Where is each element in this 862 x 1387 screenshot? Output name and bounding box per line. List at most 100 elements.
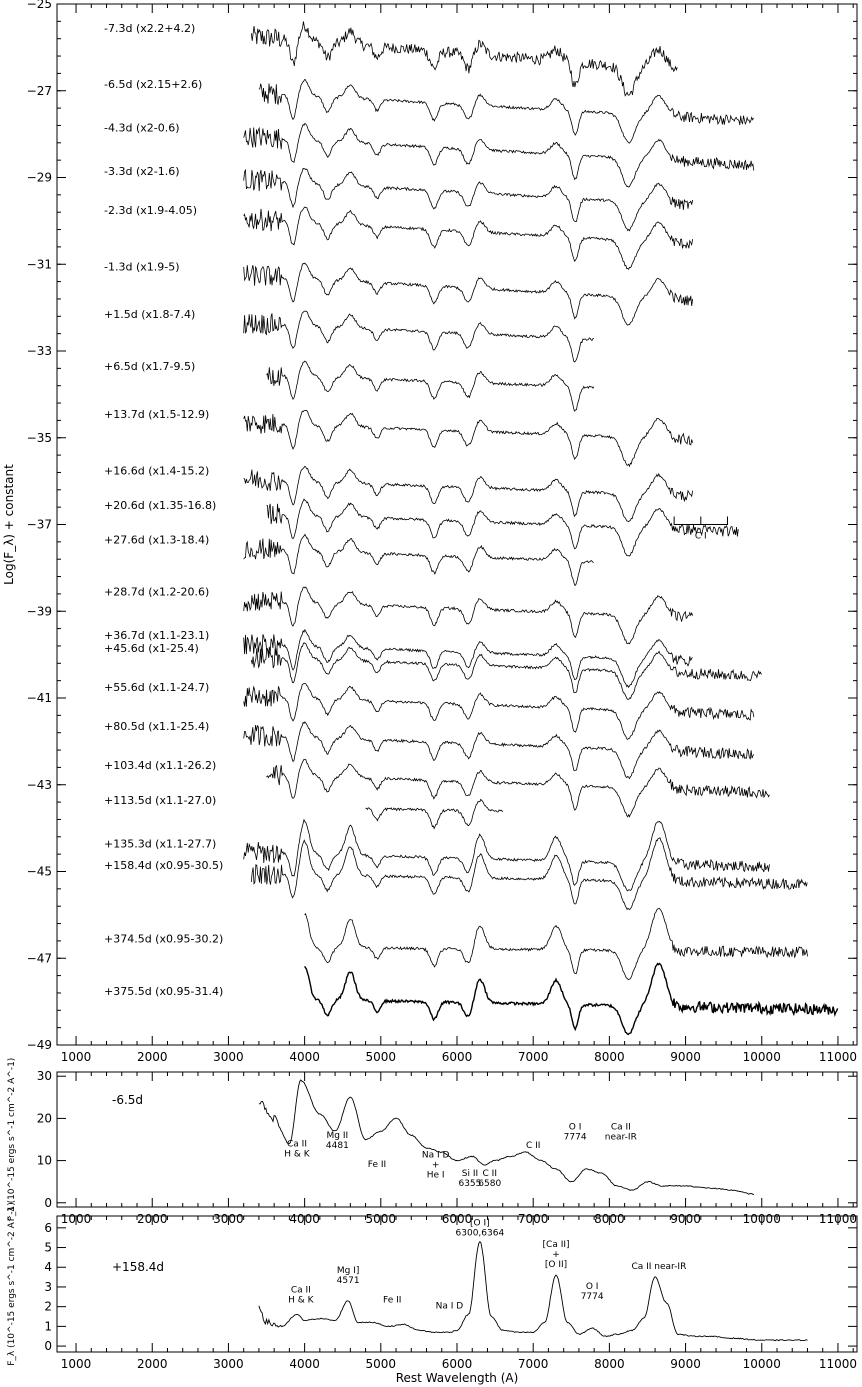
spectrum-label: +80.5d (x1.1-25.4) bbox=[104, 720, 209, 733]
spectrum-line bbox=[258, 79, 754, 144]
line-id-label: H & K bbox=[284, 1149, 311, 1159]
line-id-label: + bbox=[552, 1250, 560, 1260]
spectrum-label: +374.5d (x0.95-30.2) bbox=[104, 933, 223, 946]
line-id-label: + bbox=[432, 1160, 440, 1170]
spectrum-label: -3.3d (x2-1.6) bbox=[104, 165, 180, 178]
line-id-label: C II bbox=[483, 1169, 497, 1179]
y-tick-label: 3 bbox=[44, 1280, 52, 1294]
spectrum-label: +45.6d (x1-25.4) bbox=[104, 642, 199, 655]
spectrum-label: +13.7d (x1.5-12.9) bbox=[104, 408, 209, 421]
y-tick-label: 4 bbox=[44, 1260, 52, 1274]
line-id-label: [Ca II] bbox=[543, 1240, 570, 1250]
spectrum-line bbox=[243, 682, 755, 741]
x-tick-label: 4000 bbox=[289, 1357, 320, 1371]
spectrum-label: -4.3d (x2-0.6) bbox=[104, 122, 180, 135]
panel-1: 1000 2000 3000 4000 5000 6000 7000 8000 9000 1000… bbox=[2, 0, 858, 1064]
x-tick-label: 1000 bbox=[61, 1357, 92, 1371]
spectrum-line bbox=[243, 818, 770, 892]
c-i-label: C I bbox=[695, 532, 707, 542]
spectrum-line bbox=[250, 837, 808, 911]
x-tick-label: 9000 bbox=[670, 1050, 701, 1064]
plot-frame bbox=[56, 1071, 858, 1208]
spectrum-line bbox=[243, 533, 594, 586]
line-id-label: O I bbox=[569, 1123, 582, 1133]
line-id-label: Mg II bbox=[327, 1131, 349, 1141]
spectrum-label: +103.4d (x1.1-26.2) bbox=[104, 759, 216, 772]
x-tick-label: 11000 bbox=[819, 1050, 857, 1064]
spectrum-line bbox=[243, 122, 755, 188]
spectrum-label: +36.7d (x1.1-23.1) bbox=[104, 629, 209, 642]
line-id-label: O I bbox=[586, 1282, 599, 1292]
spectrum-label: +16.6d (x1.4-15.2) bbox=[104, 464, 209, 477]
y-tick-label: −37 bbox=[27, 518, 52, 532]
line-id-label: near-IR bbox=[605, 1133, 637, 1143]
spectrum-line bbox=[243, 586, 693, 645]
y-tick-label: 2 bbox=[44, 1300, 52, 1314]
x-tick-label: 7000 bbox=[518, 1357, 549, 1371]
y-tick-label: −29 bbox=[27, 171, 52, 185]
x-tick-label: 11000 bbox=[819, 1357, 857, 1371]
panel-2: 1000 2000 3000 4000 5000 6000 7000 8000 9000 1000… bbox=[7, 1058, 858, 1226]
spectrum-label: +375.5d (x0.95-31.4) bbox=[104, 985, 223, 998]
line-id-label: C II bbox=[526, 1141, 540, 1151]
line-id-label: 4571 bbox=[337, 1276, 360, 1286]
line-id-label: 4481 bbox=[326, 1141, 349, 1151]
line-id-label: Fe II bbox=[383, 1296, 401, 1306]
x-tick-label: 8000 bbox=[594, 1050, 625, 1064]
y-axis-label: F_λ (10^-15 ergs s^-1 cm^-2 A^-1) bbox=[7, 1202, 17, 1366]
line-id-label: Ca II bbox=[611, 1123, 631, 1133]
line-id-label: Na I D bbox=[422, 1150, 450, 1160]
spectrum-line bbox=[266, 758, 770, 818]
y-tick-label: 5 bbox=[44, 1241, 52, 1255]
line-id-label: 6580 bbox=[478, 1179, 501, 1189]
x-tick-label: 2000 bbox=[137, 1050, 168, 1064]
spectrum-line bbox=[365, 798, 504, 830]
line-id-label: [O II] bbox=[545, 1260, 567, 1270]
spectrum-label: -7.3d (x2.2+4.2) bbox=[104, 22, 195, 35]
x-tick-label: 6000 bbox=[442, 1050, 473, 1064]
x-axis-label: Rest Wavelength (A) bbox=[396, 1371, 519, 1385]
spectrum-label: +6.5d (x1.7-9.5) bbox=[104, 360, 195, 373]
y-tick-label: −47 bbox=[27, 951, 52, 965]
y-tick-label: 1 bbox=[44, 1319, 52, 1333]
spectrum-line bbox=[243, 262, 693, 326]
panel-label: -6.5d bbox=[112, 1093, 143, 1107]
y-tick-label: 0 bbox=[44, 1339, 52, 1353]
plot-frame bbox=[56, 3, 858, 1046]
spectrum-line bbox=[243, 310, 594, 363]
spectrum-label: +135.3d (x1.1-27.7) bbox=[104, 837, 216, 850]
x-tick-label: 4000 bbox=[289, 1050, 320, 1064]
y-tick-label: −31 bbox=[27, 257, 52, 271]
spectrum-label: +158.4d (x0.95-30.5) bbox=[104, 859, 223, 872]
y-tick-label: 20 bbox=[37, 1111, 52, 1125]
x-tick-label: 5000 bbox=[366, 1357, 397, 1371]
spectrum-label: +28.7d (x1.2-20.6) bbox=[104, 586, 209, 599]
y-axis-label: Log(F_λ) + constant bbox=[2, 464, 16, 585]
spectrum-line bbox=[243, 167, 693, 232]
x-tick-label: 3000 bbox=[213, 1050, 244, 1064]
line-id-label: 7774 bbox=[564, 1133, 587, 1143]
spectrum-line bbox=[243, 465, 693, 523]
y-axis-label: F_λ (10^-15 ergs s^-1 cm^-2 A^-1) bbox=[7, 1058, 17, 1222]
x-tick-label: 6000 bbox=[442, 1357, 473, 1371]
spectrum-label: -6.5d (x2.15+2.6) bbox=[104, 78, 202, 91]
y-tick-label: −35 bbox=[27, 431, 52, 445]
spectrum-line bbox=[258, 1079, 755, 1195]
spectrum-line bbox=[243, 628, 693, 689]
spectrum-label: +1.5d (x1.8-7.4) bbox=[104, 308, 195, 321]
y-tick-label: 0 bbox=[44, 1196, 52, 1210]
spectrum-line bbox=[250, 21, 678, 97]
panel-3: 1000 2000 3000 4000 5000 6000 7000 8000 9000 1000… bbox=[7, 1202, 858, 1385]
spectrum-label: +113.5d (x1.1-27.0) bbox=[104, 794, 216, 807]
x-tick-label: 9000 bbox=[670, 1357, 701, 1371]
line-id-label: Ca II bbox=[287, 1139, 307, 1149]
spectrum-line bbox=[243, 721, 755, 780]
line-id-label: Ca II bbox=[291, 1286, 311, 1296]
spectrum-label: +20.6d (x1.35-16.8) bbox=[104, 499, 216, 512]
x-tick-label: 5000 bbox=[366, 1050, 397, 1064]
y-tick-label: −41 bbox=[27, 691, 52, 705]
y-tick-label: −39 bbox=[27, 604, 52, 618]
x-tick-label: 7000 bbox=[518, 1050, 549, 1064]
spectrum-line bbox=[266, 498, 739, 557]
